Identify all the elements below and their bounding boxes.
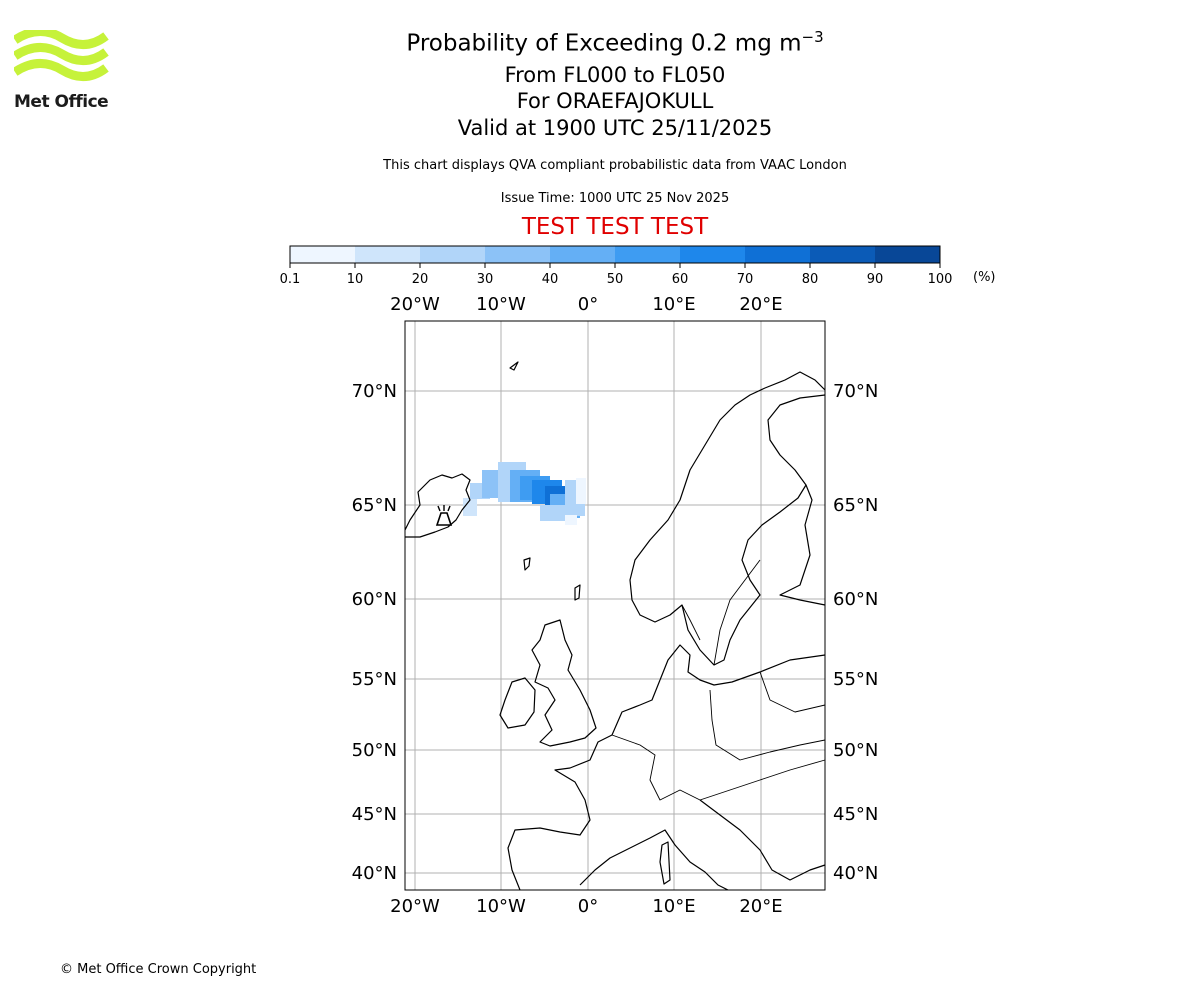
colorbar-tick-label: 40	[542, 272, 559, 287]
coast-mediterranean	[579, 799, 826, 891]
ash-probability-plume	[435, 462, 586, 526]
lat-label-left: 60°N	[352, 589, 397, 610]
colorbar-tick-label: 10	[347, 272, 364, 287]
coastlines	[404, 361, 826, 891]
wave-logo-icon	[12, 27, 109, 81]
lat-label-right: 55°N	[833, 669, 878, 690]
colorbar-cell	[875, 246, 941, 263]
map-frame	[404, 320, 826, 891]
country-borders	[611, 559, 826, 801]
lat-label-left: 50°N	[352, 740, 397, 761]
colorbar-cell	[680, 246, 746, 263]
lat-label-left: 45°N	[352, 804, 397, 825]
colorbar-cell	[290, 246, 356, 263]
plume-cell	[565, 515, 577, 525]
colorbar: 0.1 10 20 30 40 50 60 70 80 90 100	[280, 245, 953, 287]
lon-label-bottom: 0°	[578, 896, 598, 917]
lat-label-right: 50°N	[833, 740, 878, 761]
colorbar-tick-label: 0.1	[280, 272, 301, 287]
test-banner: TEST TEST TEST	[521, 214, 709, 240]
title-prefix: Probability of Exceeding 0.2 mg m	[406, 30, 802, 57]
colorbar-cell	[355, 246, 421, 263]
colorbar-tick-label: 80	[802, 272, 819, 287]
description-text: This chart displays QVA compliant probab…	[383, 158, 847, 173]
coast-corsica-sardinia	[659, 841, 671, 885]
colorbar-cell	[550, 246, 616, 263]
colorbar-tick-label: 90	[867, 272, 884, 287]
lon-label-bottom: 10°W	[476, 896, 526, 917]
lat-label-left: 70°N	[352, 381, 397, 402]
plume-cell	[576, 478, 586, 504]
lon-label-top: 10°E	[652, 294, 695, 315]
coast-finland	[779, 484, 826, 606]
coast-faroe	[523, 557, 531, 571]
colorbar-tick-label: 30	[477, 272, 494, 287]
lon-label-bottom: 10°E	[652, 896, 695, 917]
coast-jan-mayen	[509, 361, 519, 371]
logo-brand-text: Met Office	[14, 92, 109, 112]
lat-label-right: 70°N	[833, 381, 878, 402]
lon-label-top: 20°W	[390, 294, 440, 315]
coast-great-britain	[531, 619, 597, 747]
colorbar-tick-label: 70	[737, 272, 754, 287]
lat-label-right: 65°N	[833, 495, 878, 516]
colorbar-tick-label: 100	[928, 272, 953, 287]
lat-label-left: 40°N	[352, 863, 397, 884]
plume-cell	[463, 498, 477, 516]
coast-ireland	[499, 677, 536, 729]
title-exponent: −3	[801, 28, 824, 46]
lat-label-left: 65°N	[352, 495, 397, 516]
plume-cell	[540, 505, 566, 521]
colorbar-cell	[615, 246, 681, 263]
colorbar-tick-label: 50	[607, 272, 624, 287]
lat-label-right: 40°N	[833, 863, 878, 884]
lon-label-top: 0°	[578, 294, 598, 315]
volcano-name: For ORAEFAJOKULL	[516, 89, 714, 113]
issue-time: Issue Time: 1000 UTC 25 Nov 2025	[500, 191, 730, 206]
lon-label-top: 10°W	[476, 294, 526, 315]
lat-label-left: 55°N	[352, 669, 397, 690]
met-office-logo: Met Office	[12, 27, 110, 112]
lon-label-bottom: 20°W	[390, 896, 440, 917]
colorbar-cell	[420, 246, 486, 263]
lon-label-bottom: 20°E	[739, 896, 782, 917]
chart-title: Probability of Exceeding 0.2 mg m−3	[0, 28, 1200, 57]
lon-label-top: 20°E	[739, 294, 782, 315]
colorbar-tick-label: 60	[672, 272, 689, 287]
colorbar-unit: (%)	[973, 270, 996, 285]
colorbar-cell	[810, 246, 876, 263]
coast-shetland	[574, 584, 581, 601]
coast-scandinavia	[629, 371, 826, 666]
volcano-icon	[435, 505, 453, 526]
coast-continent	[507, 679, 661, 891]
coast-iceland	[404, 473, 471, 538]
lat-label-right: 60°N	[833, 589, 878, 610]
colorbar-tick-label: 20	[412, 272, 429, 287]
lat-label-right: 45°N	[833, 804, 878, 825]
colorbar-cell	[485, 246, 551, 263]
copyright-notice: © Met Office Crown Copyright	[60, 962, 257, 977]
flight-level-range: From FL000 to FL050	[504, 63, 726, 87]
colorbar-cell	[745, 246, 811, 263]
valid-time: Valid at 1900 UTC 25/11/2025	[457, 116, 773, 140]
coast-denmark	[659, 644, 826, 686]
